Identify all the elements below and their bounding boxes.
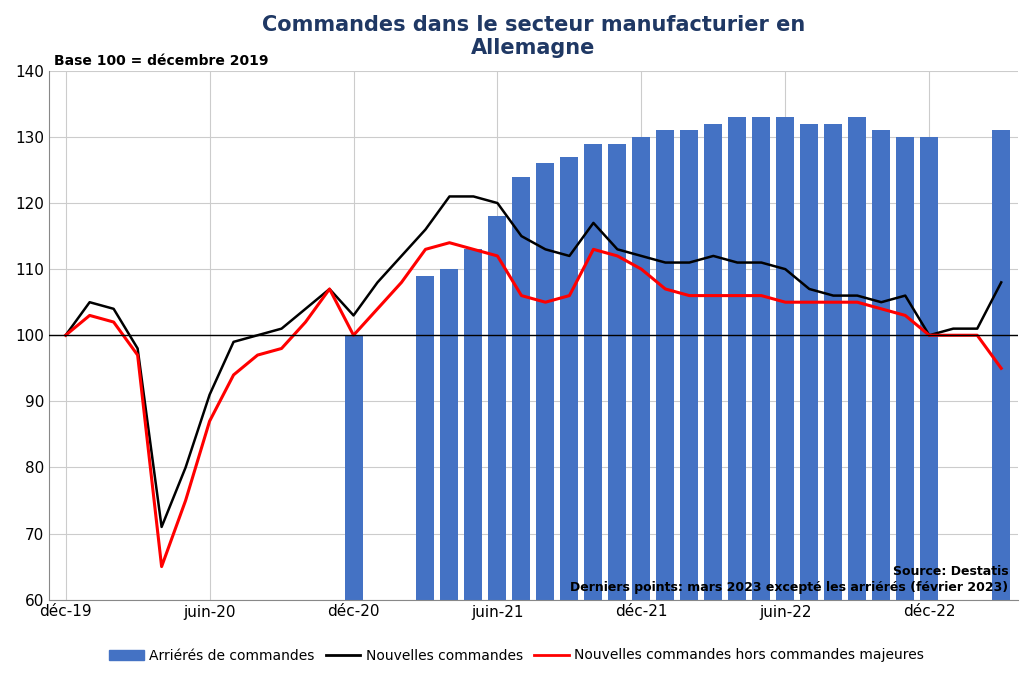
Legend: Arriérés de commandes, Nouvelles commandes, Nouvelles commandes hors commandes m: Arriérés de commandes, Nouvelles command… <box>103 643 930 668</box>
Bar <box>801 124 818 675</box>
Bar <box>824 124 842 675</box>
Bar <box>489 216 506 675</box>
Bar <box>752 117 771 675</box>
Bar <box>585 144 602 675</box>
Bar <box>656 130 675 675</box>
Bar <box>440 269 459 675</box>
Text: Derniers points: mars 2023 excepté les arriérés (février 2023): Derniers points: mars 2023 excepté les a… <box>570 581 1008 595</box>
Bar <box>897 137 914 675</box>
Title: Commandes dans le secteur manufacturier en
Allemagne: Commandes dans le secteur manufacturier … <box>261 15 805 58</box>
Text: Base 100 = décembre 2019: Base 100 = décembre 2019 <box>54 54 269 68</box>
Bar <box>465 249 482 675</box>
Bar <box>848 117 867 675</box>
Text: Source: Destatis: Source: Destatis <box>893 566 1008 578</box>
Bar <box>872 130 890 675</box>
Bar <box>561 157 578 675</box>
Bar <box>681 130 698 675</box>
Bar <box>512 177 530 675</box>
Bar <box>416 276 435 675</box>
Bar <box>632 137 651 675</box>
Bar <box>345 335 363 675</box>
Bar <box>777 117 794 675</box>
Bar <box>608 144 626 675</box>
Bar <box>920 137 938 675</box>
Bar <box>728 117 746 675</box>
Bar <box>536 163 555 675</box>
Bar <box>705 124 722 675</box>
Bar <box>993 130 1010 675</box>
